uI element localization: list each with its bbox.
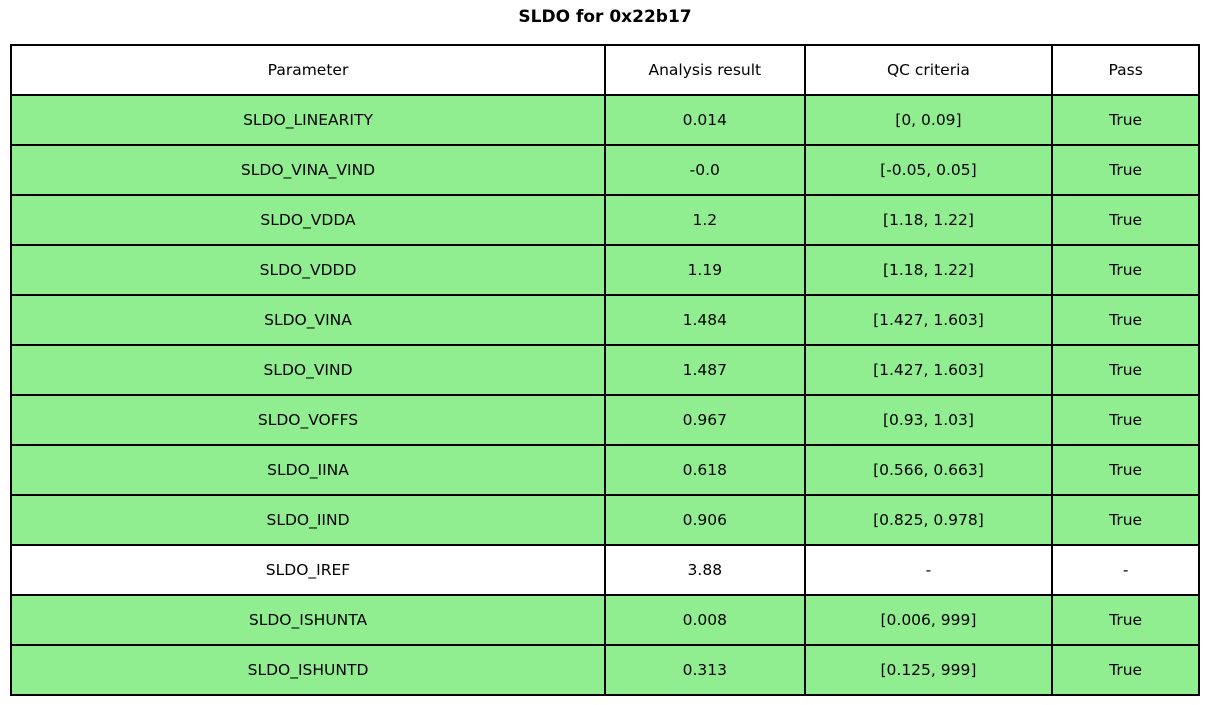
cell-parameter: SLDO_VINA — [9, 294, 607, 346]
cell-parameter: SLDO_VIND — [9, 344, 607, 396]
table-row: SLDO_VOFFS 0.967 [0.93, 1.03] True — [9, 394, 1200, 446]
cell-criteria: [0.125, 999] — [803, 644, 1054, 696]
cell-criteria: [1.427, 1.603] — [803, 344, 1054, 396]
cell-parameter: SLDO_IIND — [9, 494, 607, 546]
table-row: SLDO_IIND 0.906 [0.825, 0.978] True — [9, 494, 1200, 546]
table-row: SLDO_ISHUNTD 0.313 [0.125, 999] True — [9, 644, 1200, 696]
cell-pass: - — [1051, 544, 1200, 596]
header-analysis-result: Analysis result — [604, 44, 806, 96]
table-row: SLDO_VDDA 1.2 [1.18, 1.22] True — [9, 194, 1200, 246]
cell-pass: True — [1051, 394, 1200, 446]
cell-parameter: SLDO_ISHUNTA — [9, 594, 607, 646]
cell-result: 1.487 — [604, 344, 806, 396]
cell-parameter: SLDO_ISHUNTD — [9, 644, 607, 696]
cell-parameter: SLDO_VDDD — [9, 244, 607, 296]
cell-criteria: [0.566, 0.663] — [803, 444, 1054, 496]
cell-criteria: [1.18, 1.22] — [803, 194, 1054, 246]
cell-pass: True — [1051, 294, 1200, 346]
cell-result: 1.19 — [604, 244, 806, 296]
cell-parameter: SLDO_LINEARITY — [9, 94, 607, 146]
cell-result: 0.967 — [604, 394, 806, 446]
cell-pass: True — [1051, 644, 1200, 696]
table-row: SLDO_ISHUNTA 0.008 [0.006, 999] True — [9, 594, 1200, 646]
cell-parameter: SLDO_VDDA — [9, 194, 607, 246]
cell-criteria: [0, 0.09] — [803, 94, 1054, 146]
qc-results-table: Parameter Analysis result QC criteria Pa… — [9, 44, 1200, 696]
cell-criteria: [-0.05, 0.05] — [803, 144, 1054, 196]
cell-parameter: SLDO_VINA_VIND — [9, 144, 607, 196]
cell-result: 0.906 — [604, 494, 806, 546]
cell-result: 0.008 — [604, 594, 806, 646]
cell-criteria: [1.427, 1.603] — [803, 294, 1054, 346]
cell-pass: True — [1051, 144, 1200, 196]
table-row: SLDO_VIND 1.487 [1.427, 1.603] True — [9, 344, 1200, 396]
cell-pass: True — [1051, 494, 1200, 546]
table-row: SLDO_VINA 1.484 [1.427, 1.603] True — [9, 294, 1200, 346]
table-row: SLDO_LINEARITY 0.014 [0, 0.09] True — [9, 94, 1200, 146]
cell-criteria: [1.18, 1.22] — [803, 244, 1054, 296]
cell-criteria: [0.825, 0.978] — [803, 494, 1054, 546]
header-parameter: Parameter — [9, 44, 607, 96]
table-row: SLDO_IINA 0.618 [0.566, 0.663] True — [9, 444, 1200, 496]
cell-criteria: - — [803, 544, 1054, 596]
cell-parameter: SLDO_IREF — [9, 544, 607, 596]
cell-pass: True — [1051, 194, 1200, 246]
cell-result: 1.484 — [604, 294, 806, 346]
cell-criteria: [0.006, 999] — [803, 594, 1054, 646]
header-qc-criteria: QC criteria — [803, 44, 1054, 96]
cell-pass: True — [1051, 594, 1200, 646]
cell-result: -0.0 — [604, 144, 806, 196]
table-row: SLDO_VINA_VIND -0.0 [-0.05, 0.05] True — [9, 144, 1200, 196]
figure-title: SLDO for 0x22b17 — [518, 7, 692, 27]
cell-criteria: [0.93, 1.03] — [803, 394, 1054, 446]
header-row: Parameter Analysis result QC criteria Pa… — [9, 44, 1200, 96]
cell-result: 1.2 — [604, 194, 806, 246]
cell-pass: True — [1051, 344, 1200, 396]
cell-parameter: SLDO_VOFFS — [9, 394, 607, 446]
cell-pass: True — [1051, 94, 1200, 146]
cell-result: 3.88 — [604, 544, 806, 596]
header-pass: Pass — [1051, 44, 1200, 96]
table-row: SLDO_IREF 3.88 - - — [9, 544, 1200, 596]
cell-parameter: SLDO_IINA — [9, 444, 607, 496]
cell-result: 0.618 — [604, 444, 806, 496]
cell-result: 0.014 — [604, 94, 806, 146]
cell-result: 0.313 — [604, 644, 806, 696]
table-row: SLDO_VDDD 1.19 [1.18, 1.22] True — [9, 244, 1200, 296]
cell-pass: True — [1051, 244, 1200, 296]
cell-pass: True — [1051, 444, 1200, 496]
